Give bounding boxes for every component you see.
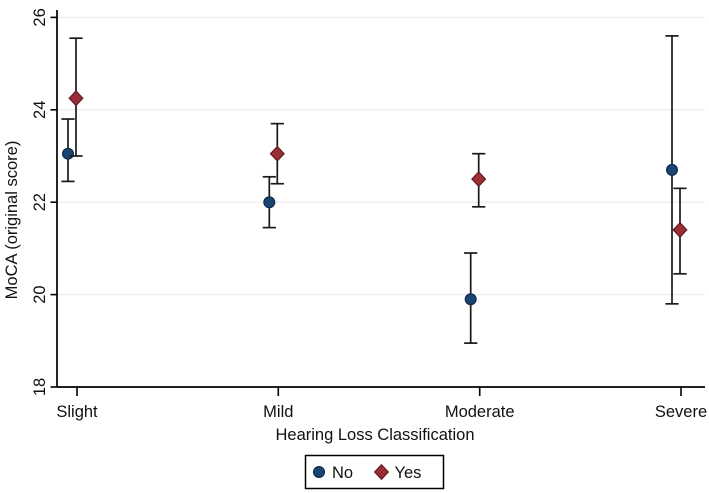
legend-label-yes: Yes — [395, 464, 422, 482]
x-tick-label: Moderate — [445, 403, 515, 421]
marker-circle-no-mild — [263, 196, 276, 209]
y-axis-title: MoCA (original score) — [3, 141, 21, 300]
y-tick-label: 22 — [31, 193, 49, 211]
marker-diamond-legend-yes — [373, 463, 390, 481]
marker-diamond-yes-severe — [672, 221, 688, 238]
series-yes — [68, 37, 688, 275]
y-tick-label: 24 — [31, 101, 49, 119]
y-tick-label: 26 — [31, 8, 49, 26]
x-tick-label: Slight — [56, 403, 98, 421]
x-tick-label: Mild — [263, 403, 293, 421]
x-axis-title: Hearing Loss Classification — [275, 426, 474, 444]
marker-diamond-yes-moderate — [471, 171, 487, 188]
marker-circle-legend-no — [313, 466, 326, 479]
marker-diamond-yes-mild — [269, 145, 285, 162]
x-tick-label: Severe — [655, 403, 707, 421]
marker-circle-no-moderate — [464, 293, 477, 306]
marker-diamond-yes-slight — [68, 90, 84, 107]
y-tick-label: 20 — [31, 285, 49, 303]
series-no — [61, 35, 679, 344]
legend-label-no: No — [332, 464, 353, 482]
legend: No Yes — [304, 454, 445, 490]
y-tick-label: 18 — [31, 378, 49, 396]
marker-circle-no-slight — [61, 147, 74, 160]
marker-circle-no-severe — [665, 163, 678, 176]
